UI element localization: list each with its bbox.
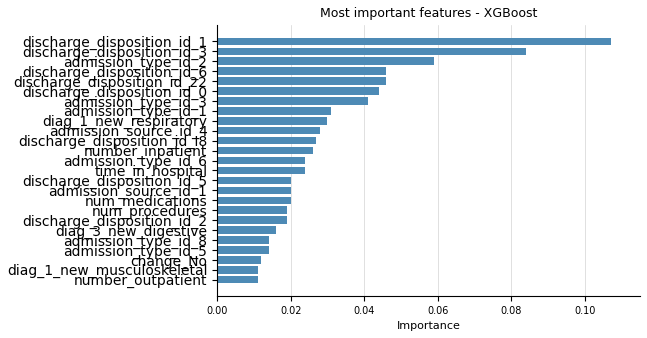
Bar xyxy=(217,196,291,204)
Title: Most important features - XGBoost: Most important features - XGBoost xyxy=(320,7,537,20)
Bar xyxy=(217,57,434,65)
Bar xyxy=(217,77,386,85)
Bar xyxy=(217,177,291,184)
Bar xyxy=(217,87,379,95)
Bar xyxy=(217,276,258,284)
Bar xyxy=(217,216,287,224)
Bar xyxy=(217,236,269,244)
Bar xyxy=(217,67,386,75)
Bar xyxy=(217,246,269,254)
Bar xyxy=(217,38,611,45)
Bar xyxy=(217,137,316,144)
Bar xyxy=(217,48,526,55)
Bar xyxy=(217,226,276,234)
Bar xyxy=(217,167,305,174)
Bar xyxy=(217,117,327,124)
Bar xyxy=(217,107,331,115)
Bar xyxy=(217,266,258,273)
Bar xyxy=(217,127,320,135)
Bar xyxy=(217,207,287,214)
Bar xyxy=(217,256,261,264)
Bar xyxy=(217,187,291,194)
Bar xyxy=(217,97,368,105)
Bar xyxy=(217,147,313,154)
X-axis label: Importance: Importance xyxy=(397,321,461,331)
Bar xyxy=(217,157,305,164)
